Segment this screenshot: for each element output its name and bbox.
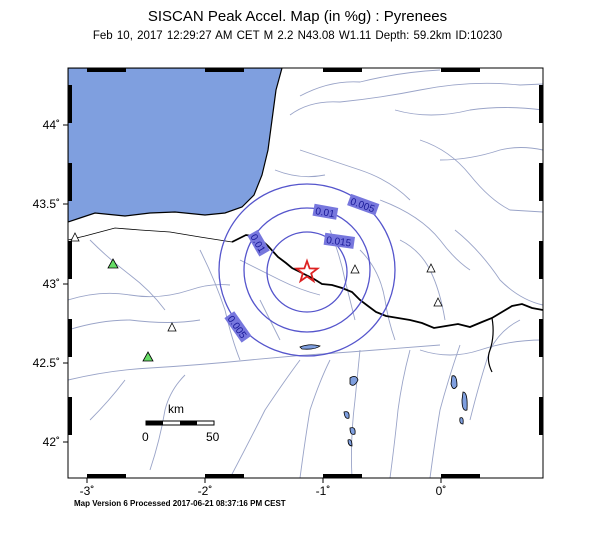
contour-label-3: 0.015 [323, 232, 355, 250]
pga-contours [218, 183, 396, 357]
station-triangle-icon [426, 263, 436, 273]
stations [70, 232, 443, 362]
station-triangle-icon [167, 322, 177, 332]
station-triangle-icon [433, 297, 443, 307]
lon-tick-label: -1˚ [316, 484, 331, 498]
processing-footer: Map Version 6 Processed 2017-06-21 08:37… [74, 499, 286, 508]
lat-labels: 44˚ 43.5˚ 43˚ 42.5˚ 42˚ [33, 118, 60, 449]
lakes [299, 344, 468, 447]
lat-tick-label: 43.5˚ [33, 197, 60, 211]
scale-bar: km 0 50 [142, 402, 220, 444]
sea-area [68, 68, 283, 223]
scale-max: 50 [206, 430, 220, 444]
lon-tick-label: 0˚ [436, 484, 447, 498]
event-info: Feb 10, 2017 12:29:27 AM CET M 2.2 N43.0… [92, 30, 503, 42]
station-triangle-icon [142, 351, 154, 362]
epicenter-star-icon [293, 258, 321, 284]
lat-tick-label: 42˚ [43, 435, 60, 449]
lat-tick-label: 44˚ [43, 118, 60, 132]
svg-text:0.015: 0.015 [325, 235, 352, 249]
contour-0.015 [266, 231, 348, 313]
lon-tick-label: -2˚ [198, 484, 213, 498]
station-triangle-icon [350, 264, 360, 274]
map-frame [63, 67, 544, 483]
contour-label-2: 0.01 [312, 203, 339, 220]
lat-tick-label: 42.5˚ [33, 356, 60, 370]
scale-unit: km [168, 402, 184, 416]
station-triangle-icon [107, 258, 119, 269]
national-border [231, 234, 543, 329]
map-title: SISCAN Peak Accel. Map (in %g) : Pyrenee… [147, 8, 448, 25]
lon-labels: -3˚ -2˚ -1˚ 0˚ [80, 484, 447, 498]
coast-inland-boundary [68, 227, 233, 243]
contour-0.005 [218, 183, 396, 357]
lat-tick-label: 43˚ [43, 277, 60, 291]
contour-0.01 [243, 207, 371, 333]
secondary-border [487, 317, 494, 373]
svg-text:0.01: 0.01 [314, 206, 336, 220]
lon-tick-label: -3˚ [80, 484, 95, 498]
scale-min: 0 [142, 430, 149, 444]
station-triangle-icon [70, 232, 80, 242]
